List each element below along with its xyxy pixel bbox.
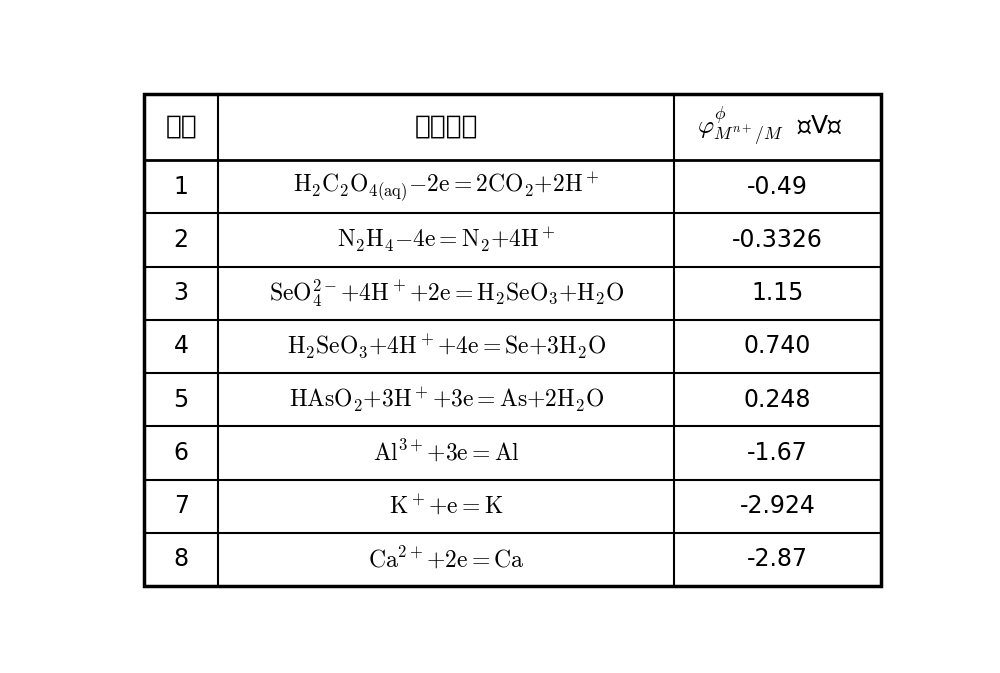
Text: 电极反应: 电极反应 <box>414 114 478 140</box>
Text: 4: 4 <box>174 334 189 359</box>
Text: $\mathrm{SeO_4^{2-}{+}4H^+{+}2e{=}H_2SeO_3{+}H_2O}$: $\mathrm{SeO_4^{2-}{+}4H^+{+}2e{=}H_2SeO… <box>269 277 624 309</box>
Text: 1: 1 <box>174 175 189 199</box>
Text: $\mathrm{HAsO_2{+}3H^+{+}3e{=}As{+}2H_2O}$: $\mathrm{HAsO_2{+}3H^+{+}3e{=}As{+}2H_2O… <box>289 386 604 414</box>
Text: 8: 8 <box>174 547 189 571</box>
Text: $\varphi^{\phi}_{M^{n+}/M}$  （V）: $\varphi^{\phi}_{M^{n+}/M}$ （V） <box>697 105 843 149</box>
Text: $\mathrm{N_2H_4{-}4e{=}N_2{+}4H^+}$: $\mathrm{N_2H_4{-}4e{=}N_2{+}4H^+}$ <box>337 226 556 254</box>
Text: 0.248: 0.248 <box>744 388 811 412</box>
Text: 7: 7 <box>174 494 189 518</box>
Text: -0.49: -0.49 <box>747 175 808 199</box>
Text: 1.15: 1.15 <box>751 281 804 306</box>
Text: $\mathrm{Al^{3+}{+}3e{=}Al}$: $\mathrm{Al^{3+}{+}3e{=}Al}$ <box>373 440 520 466</box>
Text: 序号: 序号 <box>165 114 197 140</box>
Text: 3: 3 <box>174 281 189 306</box>
Text: $\mathrm{H_2SeO_3{+}4H^+{+}4e{=}Se{+}3H_2O}$: $\mathrm{H_2SeO_3{+}4H^+{+}4e{=}Se{+}3H_… <box>287 332 606 360</box>
Text: -2.87: -2.87 <box>747 547 808 571</box>
Text: $\mathrm{Ca^{2+}{+}2e{=}Ca}$: $\mathrm{Ca^{2+}{+}2e{=}Ca}$ <box>368 546 524 573</box>
Text: $\mathrm{K^+{+}e{=}K}$: $\mathrm{K^+{+}e{=}K}$ <box>389 494 503 519</box>
Text: -1.67: -1.67 <box>747 441 808 465</box>
Text: 0.740: 0.740 <box>744 334 811 359</box>
Text: $\mathrm{H_2C_2O_{4(aq)}{-}2e{=}2CO_2{+}2H^+}$: $\mathrm{H_2C_2O_{4(aq)}{-}2e{=}2CO_2{+}… <box>293 170 600 203</box>
Text: -0.3326: -0.3326 <box>732 228 823 252</box>
Text: 6: 6 <box>174 441 189 465</box>
Text: 5: 5 <box>174 388 189 412</box>
Text: 2: 2 <box>174 228 189 252</box>
Text: -2.924: -2.924 <box>740 494 815 518</box>
